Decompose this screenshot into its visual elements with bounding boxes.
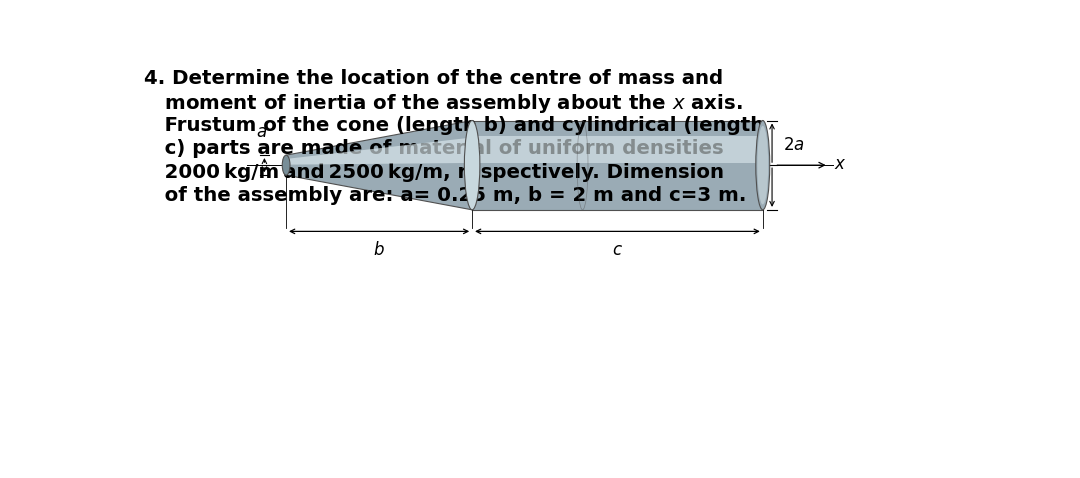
Polygon shape — [286, 138, 472, 164]
Polygon shape — [472, 120, 762, 210]
Text: $a$: $a$ — [256, 123, 267, 141]
Polygon shape — [286, 120, 472, 210]
Text: $c$: $c$ — [612, 241, 623, 260]
Polygon shape — [472, 136, 762, 163]
Text: $2a$: $2a$ — [783, 136, 805, 154]
Ellipse shape — [756, 120, 770, 210]
Ellipse shape — [282, 155, 291, 175]
Text: 2000 kg/m and 2500 kg/m, respectively. Dimension: 2000 kg/m and 2500 kg/m, respectively. D… — [144, 163, 724, 182]
Text: c) parts are made of material of uniform densities: c) parts are made of material of uniform… — [144, 140, 724, 158]
Ellipse shape — [464, 120, 480, 210]
Text: of the assembly are: a= 0.25 m, b = 2 m and c=3 m.: of the assembly are: a= 0.25 m, b = 2 m … — [144, 186, 746, 206]
Text: Frustum of the cone (length b) and cylindrical (length: Frustum of the cone (length b) and cylin… — [144, 116, 765, 135]
Text: moment of inertia of the assembly about the $x$ axis.: moment of inertia of the assembly about … — [144, 92, 743, 115]
Text: $x$: $x$ — [834, 155, 847, 174]
Text: 4. Determine the location of the centre of mass and: 4. Determine the location of the centre … — [144, 69, 723, 88]
Ellipse shape — [757, 126, 768, 205]
Text: $b$: $b$ — [374, 241, 384, 260]
